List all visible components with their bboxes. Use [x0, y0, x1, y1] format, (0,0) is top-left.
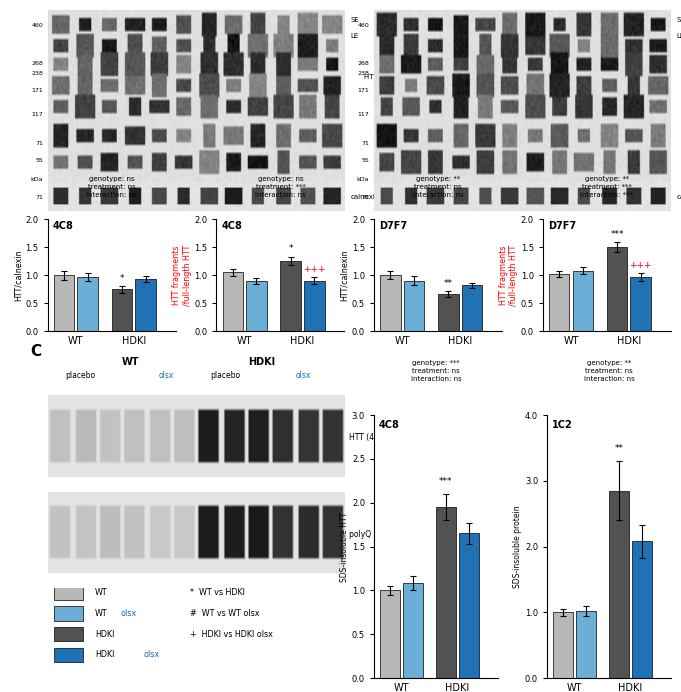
Y-axis label: SDS-insoluble protein: SDS-insoluble protein: [513, 505, 522, 588]
Text: D7F7: D7F7: [548, 221, 576, 231]
Bar: [404, 281, 424, 331]
Text: **: **: [444, 279, 453, 288]
Text: genotype: ns
treatment: ns
interaction: ns: genotype: ns treatment: ns interaction: …: [86, 176, 137, 199]
Text: HDKI: HDKI: [95, 630, 114, 639]
Bar: [54, 275, 74, 331]
Text: kDa: kDa: [31, 177, 43, 182]
Text: 268: 268: [358, 61, 369, 66]
Bar: [549, 274, 569, 331]
Text: calnexin: calnexin: [351, 194, 380, 200]
Text: HDKI: HDKI: [248, 357, 275, 367]
Text: +++: +++: [629, 261, 652, 270]
Text: 268: 268: [31, 61, 43, 66]
Text: +  HDKI vs HDKI olsx: + HDKI vs HDKI olsx: [190, 630, 273, 639]
Y-axis label: HTT/calnexin: HTT/calnexin: [14, 249, 22, 301]
FancyBboxPatch shape: [54, 648, 83, 662]
Y-axis label: SDS-insoluble HTT: SDS-insoluble HTT: [340, 511, 349, 581]
Text: genotype: **
treatment: ns
interaction: ns: genotype: ** treatment: ns interaction: …: [413, 176, 463, 199]
Text: olsx: olsx: [121, 609, 137, 618]
Text: *  WT vs HDKI: * WT vs HDKI: [190, 588, 245, 597]
Bar: [631, 277, 651, 331]
Bar: [553, 612, 573, 678]
Text: LE: LE: [677, 33, 681, 39]
FancyBboxPatch shape: [54, 627, 83, 641]
Text: polyQ (1C2): polyQ (1C2): [349, 529, 394, 538]
Bar: [438, 294, 458, 331]
Text: +++: +++: [303, 265, 326, 274]
Bar: [380, 275, 400, 331]
Text: ***: ***: [610, 230, 624, 239]
Bar: [459, 534, 479, 678]
Bar: [402, 583, 423, 678]
Text: genotype: **
treatment: ns
interaction: ns: genotype: ** treatment: ns interaction: …: [584, 360, 634, 382]
Bar: [112, 289, 132, 331]
Text: olsx: olsx: [295, 371, 311, 380]
Text: 4C8: 4C8: [53, 221, 74, 231]
Text: LE: LE: [351, 33, 359, 39]
FancyBboxPatch shape: [54, 606, 83, 621]
Text: genotype: **
treatment: ***
interaction: ***: genotype: ** treatment: *** interaction:…: [580, 176, 633, 199]
Bar: [462, 285, 482, 331]
Bar: [632, 541, 652, 678]
Text: 1C2: 1C2: [552, 420, 573, 430]
Text: 55: 55: [362, 158, 369, 163]
Bar: [573, 271, 593, 331]
Bar: [609, 491, 629, 678]
Text: 460: 460: [358, 23, 369, 28]
Text: 117: 117: [358, 112, 369, 117]
Bar: [436, 507, 456, 678]
Bar: [223, 273, 243, 331]
Bar: [77, 277, 98, 331]
Text: 71: 71: [362, 141, 369, 146]
Text: HDKI: HDKI: [95, 650, 114, 659]
Text: WT: WT: [95, 609, 108, 618]
Text: olsx: olsx: [159, 371, 174, 380]
Text: *: *: [289, 244, 293, 253]
Text: 238: 238: [358, 71, 369, 76]
Y-axis label: HTT fragments
/full-length HTT: HTT fragments /full-length HTT: [172, 244, 191, 306]
Text: 460: 460: [31, 23, 43, 28]
Bar: [575, 611, 596, 678]
Text: 117: 117: [31, 112, 43, 117]
Y-axis label: HTT fragments
/full-length HTT: HTT fragments /full-length HTT: [498, 244, 518, 306]
Text: HTT (4C8): HTT (4C8): [349, 432, 387, 441]
Bar: [281, 261, 301, 331]
Text: #  WT vs WT olsx: # WT vs WT olsx: [190, 609, 259, 618]
Text: 71: 71: [35, 141, 43, 146]
Text: placebo: placebo: [65, 371, 95, 380]
Text: 171: 171: [358, 88, 369, 93]
Text: kDa: kDa: [357, 177, 369, 182]
Text: 71: 71: [35, 194, 43, 199]
Text: HTT (4C8): HTT (4C8): [364, 73, 399, 80]
Text: 171: 171: [31, 88, 43, 93]
Text: *: *: [120, 273, 124, 282]
Text: calnexin: calnexin: [677, 194, 681, 200]
Bar: [380, 590, 400, 678]
Text: SE: SE: [677, 17, 681, 24]
Text: olsx: olsx: [143, 650, 159, 659]
Text: D7F7: D7F7: [379, 221, 407, 231]
Text: WT: WT: [122, 357, 140, 367]
Bar: [246, 281, 267, 331]
Text: ***: ***: [439, 477, 453, 486]
Text: WT: WT: [95, 588, 108, 597]
Text: 4C8: 4C8: [221, 221, 242, 231]
Text: SE: SE: [351, 17, 359, 24]
Text: genotype: ns
treatment: ***
interaction: ns: genotype: ns treatment: *** interaction:…: [255, 176, 306, 199]
Text: 4C8: 4C8: [379, 420, 400, 430]
Text: C: C: [30, 344, 41, 359]
Text: placebo: placebo: [210, 371, 241, 380]
Text: genotype: ***
treatment: ns
interaction: ns: genotype: *** treatment: ns interaction:…: [411, 360, 461, 382]
Bar: [136, 279, 156, 331]
Text: **: **: [614, 444, 623, 453]
Y-axis label: HTT/calnexin: HTT/calnexin: [340, 249, 349, 301]
Bar: [607, 247, 627, 331]
Text: 238: 238: [31, 71, 43, 76]
Bar: [304, 281, 325, 331]
Text: 55: 55: [35, 158, 43, 163]
FancyBboxPatch shape: [54, 586, 83, 600]
Text: 71: 71: [362, 194, 369, 199]
